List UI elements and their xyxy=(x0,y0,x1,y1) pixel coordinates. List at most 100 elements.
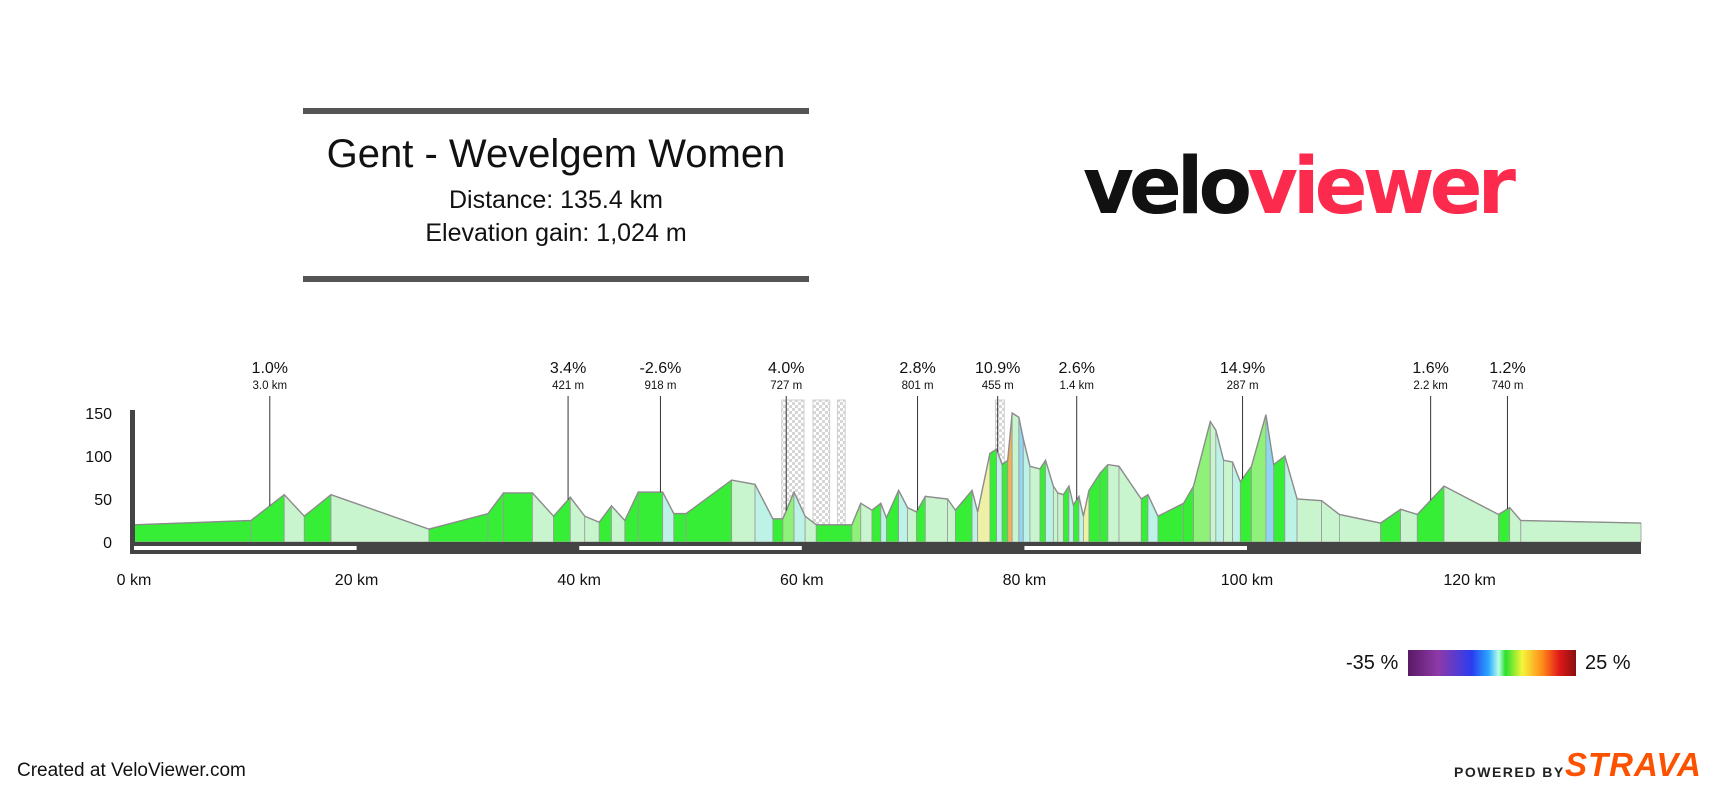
profile-segment xyxy=(569,496,586,543)
climb-length-label: 455 m xyxy=(982,380,1014,392)
legend-min-label: -35 % xyxy=(1346,652,1399,674)
profile-segment xyxy=(685,479,733,543)
climb-length-label: 918 m xyxy=(644,380,676,392)
profile-segment xyxy=(1147,494,1159,543)
profile-segment xyxy=(1088,471,1101,543)
elevation-profile-chart: 1.0% 3.0 km 3.4% 421 m -2.6% 918 m 4.0% 727 m 2.… xyxy=(85,360,1642,589)
profile-segment xyxy=(662,491,675,543)
climb-length-label: 1.4 km xyxy=(1059,380,1094,392)
climb-length-label: 3.0 km xyxy=(253,380,288,392)
profile-segment xyxy=(1057,492,1064,543)
logo-viewer-text: viewer xyxy=(1247,142,1516,232)
profile-segment xyxy=(303,493,332,543)
climb-grade-label: 10.9% xyxy=(975,360,1020,377)
x-tick-label: 20 km xyxy=(335,572,379,589)
profile-segment xyxy=(553,496,571,543)
profile-segment xyxy=(1251,414,1267,543)
profile-segment xyxy=(1265,414,1275,543)
cobbled-sector xyxy=(812,399,831,543)
profile-segment xyxy=(954,489,973,543)
climb-length-label: 421 m xyxy=(552,380,584,392)
climb-grade-label: 1.2% xyxy=(1489,360,1525,377)
climb-grade-label: 3.4% xyxy=(550,360,586,377)
profile-segment xyxy=(989,448,997,543)
profile-segment xyxy=(1296,498,1322,543)
climb-grade-label: 1.6% xyxy=(1412,360,1448,377)
y-axis-line xyxy=(130,410,135,552)
profile-segment xyxy=(1443,485,1499,543)
profile-segment xyxy=(885,490,900,543)
profile-segment xyxy=(731,479,756,543)
profile-segment xyxy=(1239,465,1252,543)
x-axis-bar xyxy=(130,542,1642,554)
logo-velo-text: velo xyxy=(1083,142,1252,232)
profile-segment xyxy=(598,504,612,543)
y-tick-label: 100 xyxy=(85,449,112,466)
legend-max-label: 25 % xyxy=(1585,652,1631,674)
profile-segment xyxy=(1099,463,1109,543)
profile-outline xyxy=(133,411,1642,530)
cobbled-sector xyxy=(836,399,846,543)
climb-length-label: 801 m xyxy=(902,380,934,392)
profile-segment xyxy=(1232,461,1241,543)
x-tick-label: 60 km xyxy=(780,572,824,589)
profile-segment xyxy=(815,524,853,543)
profile-segment xyxy=(1001,459,1009,543)
profile-segment xyxy=(532,491,555,543)
climb-length-label: 287 m xyxy=(1227,380,1259,392)
profile-segment xyxy=(1039,458,1046,543)
route-title: Gent - Wevelgem Women xyxy=(326,132,786,176)
x-axis-stripe xyxy=(134,546,357,550)
veloviewer-logo: veloviewer xyxy=(1083,148,1516,226)
y-tick-label: 150 xyxy=(85,406,112,423)
profile-segment xyxy=(772,518,784,543)
profile-segment xyxy=(673,513,687,543)
profile-segment xyxy=(283,493,305,543)
strava-logo: STRAVA xyxy=(1565,746,1702,783)
x-axis-stripe xyxy=(1024,546,1247,550)
profile-segment xyxy=(1193,421,1211,543)
elevation-gain-text: Elevation gain: 1,024 m xyxy=(425,219,687,247)
profile-segment xyxy=(971,490,979,543)
profile-segment xyxy=(428,513,489,543)
climb-grade-label: 4.0% xyxy=(768,360,804,377)
profile-segment xyxy=(1118,465,1142,543)
x-tick-label: 0 km xyxy=(117,572,152,589)
profile-segment xyxy=(1273,455,1286,543)
profile-segment xyxy=(907,506,917,543)
climb-grade-label: 14.9% xyxy=(1220,360,1265,377)
powered-by-label: POWERED BY xyxy=(1454,764,1565,780)
profile-segment xyxy=(330,494,430,543)
x-axis-stripe xyxy=(579,546,802,550)
profile-segment xyxy=(1380,508,1401,543)
profile-segment xyxy=(1223,459,1233,543)
profile-segment xyxy=(924,495,949,543)
x-tick-label: 120 km xyxy=(1443,572,1495,589)
profile-segment xyxy=(1209,420,1217,543)
climb-length-label: 727 m xyxy=(770,380,802,392)
profile-segment xyxy=(1052,484,1059,543)
profile-segment xyxy=(611,504,626,543)
profile-segment xyxy=(977,453,991,543)
climb-grade-label: -2.6% xyxy=(640,360,682,377)
created-at-link[interactable]: Created at VeloViewer.com xyxy=(17,760,246,781)
profile-segment xyxy=(1107,464,1120,543)
x-tick-label: 80 km xyxy=(1003,572,1047,589)
profile-segment xyxy=(1140,493,1149,543)
profile-segment xyxy=(250,493,285,543)
climb-grade-label: 1.0% xyxy=(252,360,288,377)
profile-segment xyxy=(1029,465,1041,543)
profile-segment xyxy=(1509,506,1522,543)
profile-segment xyxy=(503,492,533,543)
climb-grade-label: 2.6% xyxy=(1058,360,1094,377)
profile-segment xyxy=(1082,490,1090,543)
profile-segment xyxy=(1520,520,1642,543)
distance-text: Distance: 135.4 km xyxy=(449,186,663,214)
profile-segment xyxy=(1011,412,1020,543)
profile-segment xyxy=(584,515,600,543)
profile-segment xyxy=(487,491,504,543)
x-tick-label: 40 km xyxy=(557,572,601,589)
climb-grade-label: 2.8% xyxy=(899,360,935,377)
climb-length-label: 2.2 km xyxy=(1413,380,1448,392)
climb-length-label: 740 m xyxy=(1491,380,1523,392)
